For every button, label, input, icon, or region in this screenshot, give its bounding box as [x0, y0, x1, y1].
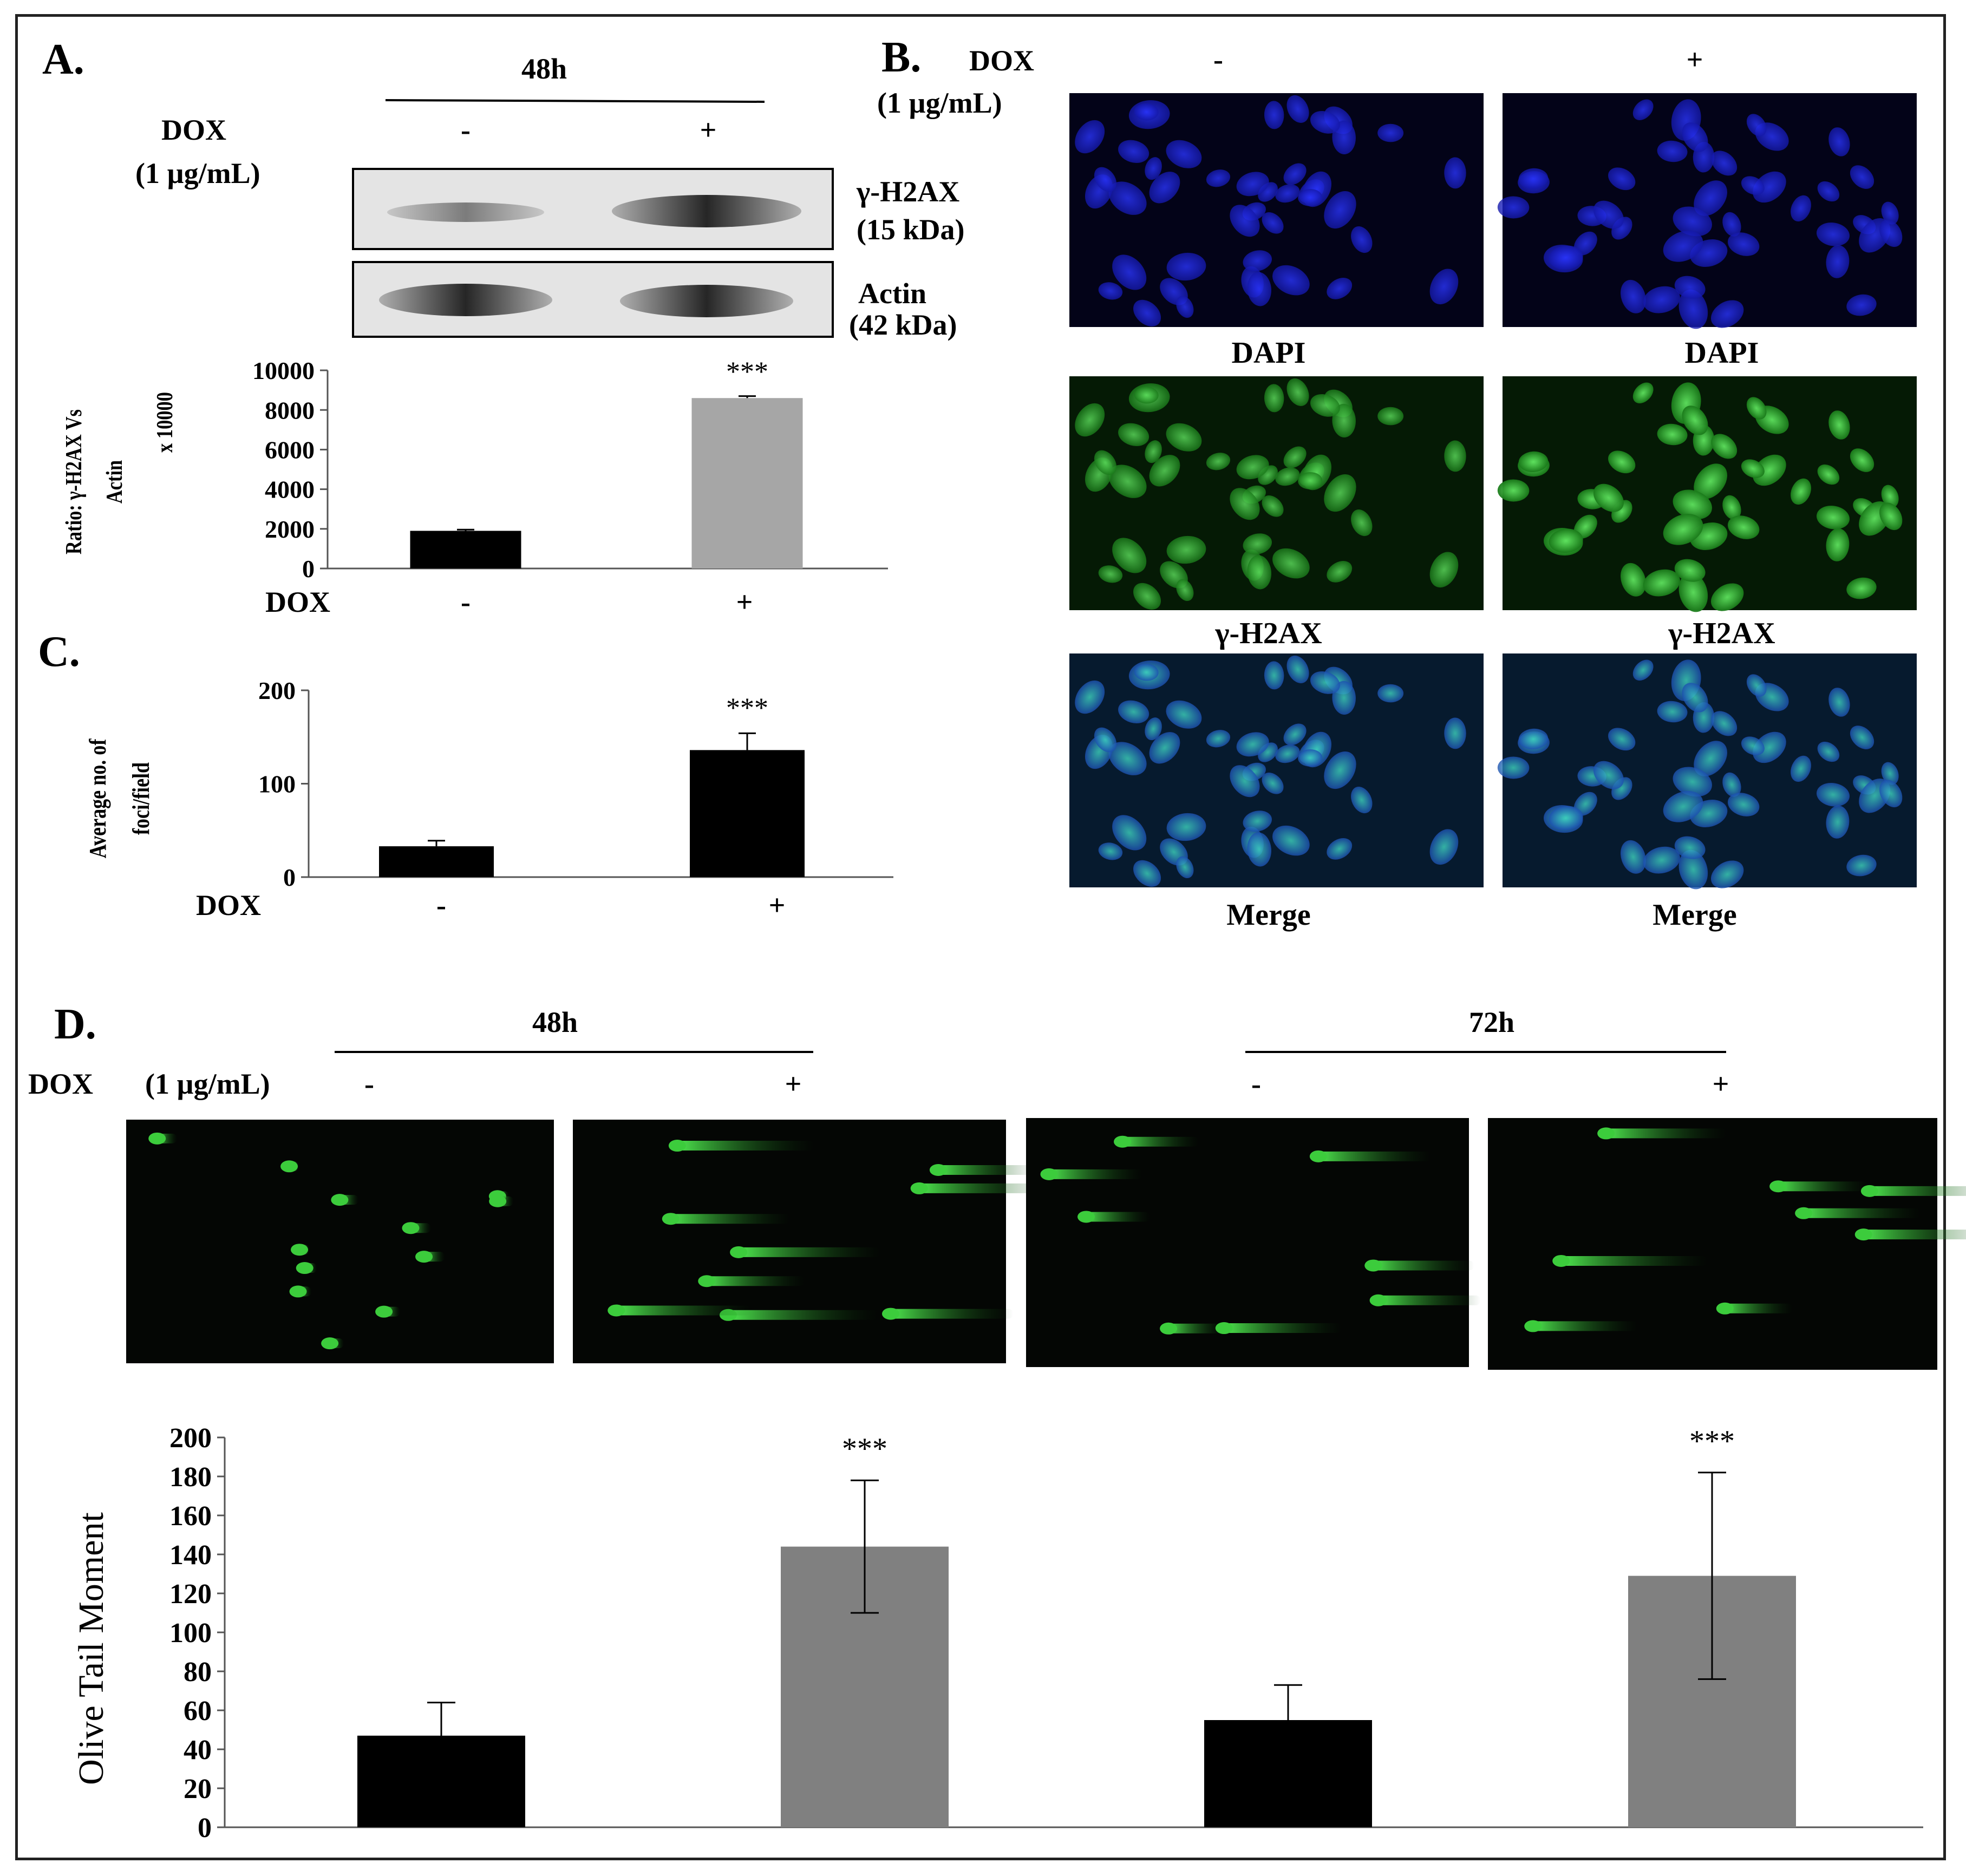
D-significance-1: *** [842, 1432, 887, 1466]
comet-image-row [126, 1118, 1966, 1370]
D-ytick-label: 140 [169, 1540, 212, 1571]
D-ytick-label: 160 [169, 1501, 212, 1532]
micrograph-merge-plus [1497, 653, 1917, 890]
C-ytick-label: 0 [283, 864, 296, 891]
panel-a-label: A. [42, 36, 84, 83]
panel-a-minus: - [461, 114, 471, 146]
chart-d: 0 20 40 60 80 100 120 140 160 180 200 *** *** Olive T… [71, 1423, 1923, 1844]
A-ytick-label: 2000 [265, 515, 315, 543]
D-ytick-label: 120 [169, 1579, 212, 1610]
row-label-dapi-minus: DAPI [1232, 336, 1306, 370]
A-ytick-label: 6000 [265, 436, 315, 464]
panel-b-label: B. [881, 34, 921, 81]
A-significance-1: *** [726, 357, 768, 388]
panel-d-dox-label: DOX [28, 1068, 93, 1100]
panel-b-dox-conc: (1 µg/mL) [877, 87, 1002, 119]
panel-b-plus: + [1687, 43, 1703, 76]
D-y-label: Olive Tail Moment [71, 1512, 111, 1785]
D-ytick-label: 80 [184, 1657, 212, 1688]
panel-d-timepoint-48h: 48h [532, 1006, 578, 1038]
panel-a: A. 48h DOX (1 µg/mL) - + γ-H2AX (15 kDa)… [42, 36, 965, 341]
micrograph-merge-minus [1069, 653, 1484, 887]
C-y-label-line-1: foci/field [128, 762, 154, 835]
panel-a-plus: + [700, 114, 717, 146]
micrograph-dapi-plus [1497, 93, 1917, 329]
microscopy-grid [1069, 93, 1917, 890]
blot-band-gh2ax-minus [387, 202, 544, 222]
comet-image-3 [1488, 1118, 1966, 1370]
A-ytick-label: 4000 [265, 476, 315, 504]
blot-band-gh2ax-plus [612, 195, 801, 227]
C-ytick-label: 100 [258, 770, 296, 798]
micrograph-gh2ax-minus [1069, 376, 1484, 610]
A-ytick-label: 10000 [252, 357, 315, 384]
comet-image-1 [573, 1120, 1047, 1363]
A-bar-1 [691, 398, 803, 568]
D-ytick-label: 180 [169, 1462, 212, 1493]
blot-gh2ax-kda: (15 kDa) [857, 213, 965, 246]
D-ytick-label: 60 [184, 1696, 212, 1727]
A-bar-0 [410, 531, 521, 568]
C-significance-1: *** [726, 692, 768, 723]
row-label-merge-plus: Merge [1653, 898, 1736, 932]
A-y-label-line-0: Ratio: γ-H2AX Vs [62, 409, 87, 554]
panel-d-dox-conc: (1 µg/mL) [145, 1068, 270, 1100]
D-significance-3: *** [1689, 1424, 1735, 1458]
A-x-label: DOX [265, 586, 330, 618]
panel-d-plus-72h: + [1713, 1068, 1729, 1100]
C-bar-0 [379, 846, 494, 877]
row-label-gh2ax-plus: γ-H2AX [1668, 617, 1775, 650]
comet-image-0 [126, 1120, 554, 1363]
A-category-1: + [736, 586, 753, 618]
panel-b: B. DOX (1 µg/mL) - + DAPI DAPI γ-H2AX γ-… [877, 34, 1917, 932]
C-y-label-line-0: Average no. of [84, 738, 111, 858]
chart-a: 0 2000 4000 6000 8000 10000 - *** + DOX Ratio: γ-H… [62, 357, 888, 618]
panel-a-timepoint-rule [385, 99, 765, 103]
panel-d-timepoint-72h: 72h [1469, 1006, 1514, 1038]
comet-image-2 [1026, 1118, 1481, 1367]
blot-actin-name: Actin [858, 277, 926, 310]
panel-c-label: C. [38, 628, 80, 676]
chart-c: 0 100 200 - *** + DOX Average no. of foci/field [84, 677, 893, 921]
D-ytick-label: 100 [169, 1618, 212, 1649]
blot-actin-kda: (42 kDa) [849, 309, 957, 341]
A-category-0: - [461, 586, 471, 618]
panel-d: D. 48h 72h DOX (1 µg/mL) - + - + [28, 1001, 1966, 1370]
panel-b-dox-label: DOX [969, 44, 1034, 77]
western-blot-actin [352, 261, 834, 338]
panel-a-timepoint: 48h [521, 53, 567, 85]
A-ytick-label: 8000 [265, 396, 315, 424]
panel-d-minus-72h: - [1251, 1068, 1261, 1100]
D-ytick-label: 40 [184, 1735, 212, 1766]
row-label-dapi-plus: DAPI [1685, 336, 1759, 370]
panel-a-dox-label: DOX [161, 114, 226, 146]
panel-d-minus-48h: - [364, 1068, 374, 1100]
blot-gh2ax-name: γ-H2AX [856, 175, 959, 208]
panel-a-dox-conc: (1 µg/mL) [135, 157, 260, 189]
panel-d-label: D. [54, 1001, 96, 1048]
panel-d-plus-48h: + [785, 1068, 802, 1100]
D-ytick-label: 20 [184, 1774, 212, 1805]
row-label-gh2ax-minus: γ-H2AX [1214, 617, 1322, 650]
micrograph-dapi-minus [1069, 93, 1484, 327]
western-blot-gh2ax [352, 168, 834, 250]
micrograph-gh2ax-plus [1497, 376, 1917, 612]
C-x-label: DOX [196, 889, 261, 921]
row-label-merge-minus: Merge [1226, 898, 1310, 932]
figure-border [15, 14, 1946, 1860]
blot-band-actin-minus [379, 284, 552, 316]
A-y-label-line-1: Actin [102, 460, 127, 504]
C-category-0: - [436, 889, 446, 921]
C-bar-1 [690, 750, 805, 877]
C-category-1: + [769, 889, 786, 921]
blot-band-actin-plus [620, 285, 793, 317]
panel-b-minus: - [1213, 43, 1223, 76]
A-ytick-label: 0 [302, 555, 315, 583]
panel-c: C. [38, 628, 80, 676]
A-y-label-line-2: x 10000 [153, 392, 178, 453]
D-ytick-label: 0 [198, 1813, 212, 1844]
C-ytick-label: 200 [258, 677, 296, 704]
D-ytick-label: 200 [169, 1423, 212, 1454]
